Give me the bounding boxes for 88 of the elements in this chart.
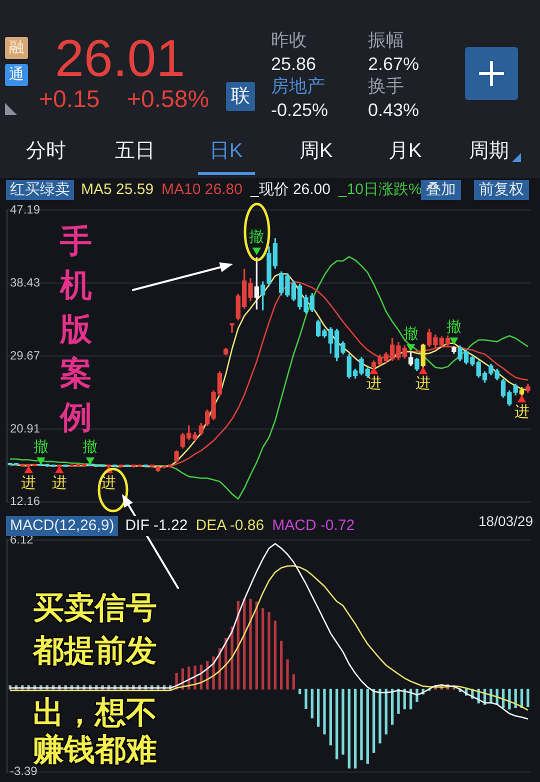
y-tick-label: 20.91 (10, 421, 40, 436)
text: 月K (388, 140, 422, 162)
text: 振幅 (368, 30, 404, 50)
bar (335, 688, 338, 760)
bar (310, 688, 314, 718)
bar (268, 612, 270, 690)
point (450, 337, 458, 345)
data-label: 撤 (249, 228, 264, 246)
data-label: 撤 (446, 318, 462, 336)
annotation: 买卖信号都提前发出，想不赚钱都难 (33, 590, 157, 767)
text: 周期 (469, 140, 509, 162)
text: 换手 (368, 76, 404, 96)
bar (342, 688, 344, 755)
bar (255, 602, 258, 690)
text: +0.15 (39, 86, 100, 113)
chart-title: 红买绿卖 (10, 181, 70, 198)
bar (262, 608, 264, 690)
y-tick-label: 12.16 (10, 494, 40, 508)
point (517, 394, 526, 402)
button: 叠加 (421, 180, 461, 200)
text: MA5 25.59 (80, 180, 155, 200)
candlestick (230, 323, 234, 333)
bar (360, 688, 363, 760)
bar (274, 620, 276, 690)
y-tick-label: 29.67 (10, 348, 40, 362)
text: _10日涨跌% (337, 180, 423, 200)
data-label: 撤 (82, 438, 98, 456)
text: 2.67% (368, 54, 420, 74)
chart-title: MACD(12,26,9) (10, 517, 114, 534)
y-tick-label: -3.39 (10, 764, 38, 778)
bar (354, 688, 357, 768)
y-tick-label: 38.43 (10, 275, 40, 290)
bar (249, 598, 252, 690)
point (55, 466, 64, 474)
data-label: 进 (514, 404, 530, 421)
text: MA10 26.80 (160, 180, 244, 200)
bar (397, 688, 400, 714)
text: 日K (209, 140, 243, 162)
text: DEA -0.86 (194, 516, 266, 536)
bar (372, 688, 376, 753)
data-label: 进 (21, 474, 36, 492)
annotation: 手机版案例 (60, 222, 93, 437)
point (369, 366, 378, 374)
point (252, 248, 261, 256)
text: 0.43% (368, 100, 420, 120)
button: 前复权 (474, 180, 529, 200)
text: 分时 (26, 140, 66, 162)
data-label: 进 (366, 375, 382, 392)
bar (230, 626, 234, 690)
text: 26.01 (55, 30, 186, 88)
data-label: 进 (52, 474, 67, 492)
badge: 通 (5, 64, 28, 86)
point (406, 344, 416, 352)
text: 房地产 (271, 76, 325, 96)
button: 红买绿卖 (6, 180, 74, 200)
bar (348, 688, 350, 768)
badge: 融 (5, 37, 28, 59)
bar (323, 688, 326, 734)
data-label: 撤 (33, 438, 48, 456)
bar (384, 688, 388, 734)
legend-label: _现价 26.00 (249, 180, 332, 200)
bar (304, 688, 308, 709)
y-tick-label: 47.19 (10, 202, 40, 217)
bar (329, 688, 332, 746)
button: MACD(12,26,9) (6, 516, 118, 536)
bar (366, 688, 369, 764)
bar (292, 674, 295, 690)
bar (286, 659, 289, 690)
data-label: 进 (416, 375, 431, 392)
bar (508, 688, 511, 710)
text: 五日 (115, 140, 155, 162)
text: -0.25% (271, 100, 328, 120)
text: +0.58% (127, 86, 210, 113)
text: 25.86 (271, 54, 316, 74)
bar (526, 688, 530, 708)
point (24, 466, 33, 474)
text: 周K (299, 140, 333, 162)
data-label: 进 (101, 474, 116, 492)
text: 18/03/29 (478, 513, 533, 529)
button: 联 (226, 82, 255, 111)
text: MACD -0.72 (271, 516, 356, 536)
text: 昨收 (271, 30, 307, 50)
bar (378, 688, 382, 744)
data-label: 撤 (403, 325, 418, 342)
bar (316, 688, 320, 727)
point (418, 366, 428, 374)
bar (390, 688, 394, 725)
bar (280, 640, 283, 690)
